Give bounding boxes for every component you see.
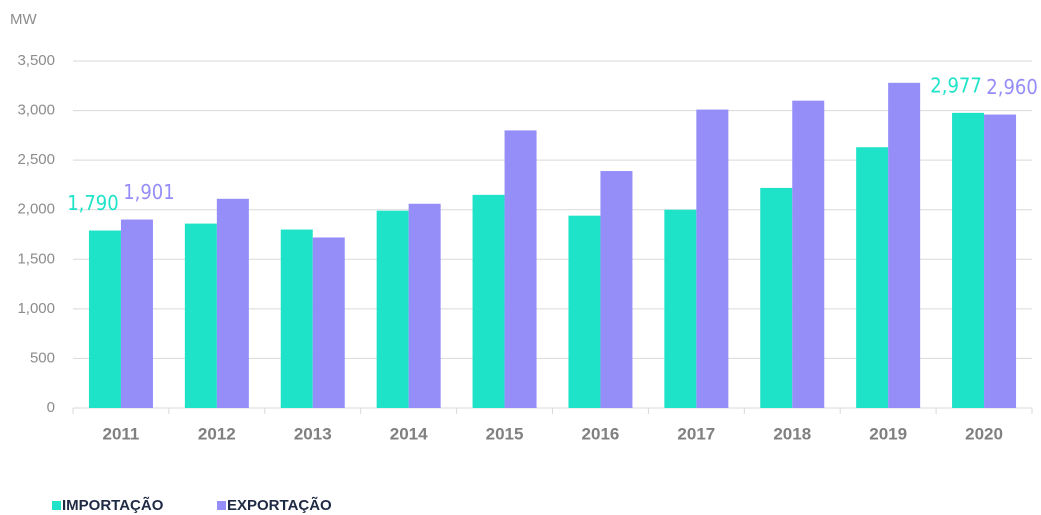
x-tick-label: 2013: [294, 424, 332, 443]
bar: [568, 215, 601, 408]
bar: [696, 109, 729, 408]
bar: [376, 210, 409, 408]
x-tick-label: 2014: [390, 424, 428, 443]
bar: [792, 100, 825, 409]
bar: [312, 237, 345, 408]
bar: [504, 130, 537, 408]
bar: [88, 230, 121, 408]
data-label: 1,901: [123, 180, 175, 204]
bar: [664, 209, 697, 408]
y-tick-label: 500: [30, 349, 55, 366]
y-tick-label: 1,500: [17, 250, 55, 267]
x-tick-label: 2017: [677, 424, 715, 443]
y-tick-label: 2,500: [17, 151, 55, 168]
legend-label: IMPORTAÇÃO: [62, 496, 164, 514]
bar: [472, 194, 505, 408]
bar: [952, 112, 985, 408]
data-label: 2,977: [930, 73, 982, 97]
x-tick-label: 2016: [582, 424, 620, 443]
x-tick-label: 2015: [486, 424, 524, 443]
y-tick-label: 0: [47, 399, 55, 416]
bar: [888, 82, 921, 408]
bar: [760, 187, 793, 408]
bar: [216, 198, 249, 408]
data-label: 1,790: [67, 191, 119, 215]
bar: [184, 223, 217, 408]
bar: [984, 114, 1017, 408]
x-tick-label: 2012: [198, 424, 236, 443]
bar: [408, 203, 441, 408]
bar: [600, 171, 633, 408]
y-tick-label: 2,000: [17, 201, 55, 218]
legend-label: EXPORTAÇÃO: [227, 496, 332, 514]
y-tick-label: 3,000: [17, 102, 55, 119]
data-label: 2,960: [986, 75, 1038, 99]
x-tick-label: 2018: [773, 424, 811, 443]
y-tick-label: 3,500: [17, 52, 55, 69]
legend-swatch: [217, 501, 226, 510]
y-axis-label: MW: [10, 11, 37, 28]
x-tick-label: 2020: [965, 424, 1003, 443]
x-tick-label: 2011: [103, 424, 140, 443]
bar: [280, 229, 313, 408]
bar: [120, 219, 153, 408]
x-tick-label: 2019: [869, 424, 907, 443]
bar: [856, 147, 889, 409]
legend-swatch: [52, 501, 61, 510]
y-tick-label: 1,000: [17, 300, 55, 317]
